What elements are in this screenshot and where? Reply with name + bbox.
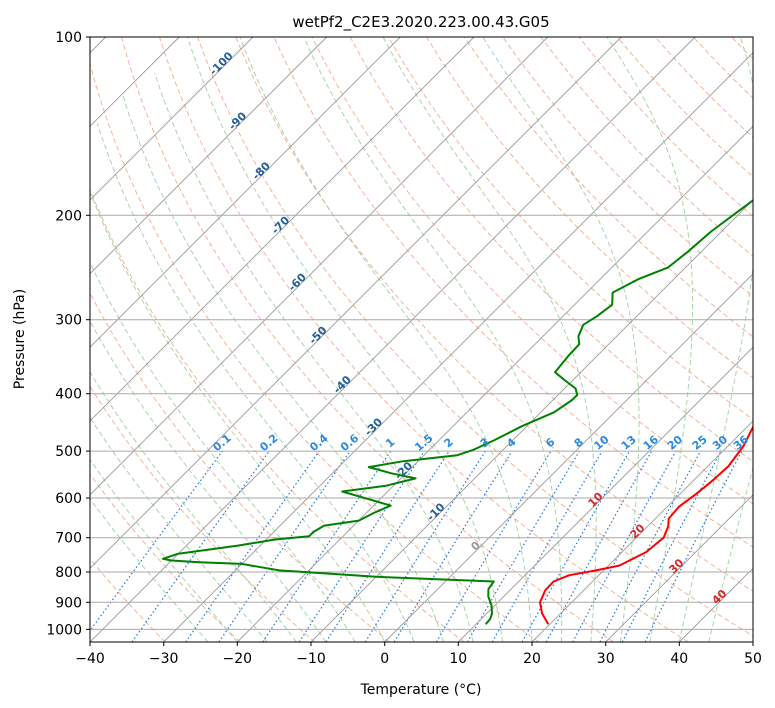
isotherm-line [90, 37, 549, 496]
moist-adiabat-line [482, 37, 640, 642]
x-tick-label: 40 [670, 651, 688, 667]
isobars [90, 37, 753, 630]
isotherm-line [605, 494, 753, 642]
mixing-ratio-line [572, 450, 677, 642]
x-axis-label: Temperature (°C) [360, 682, 482, 698]
y-tick-label: 1000 [46, 622, 82, 638]
mixing-ratio-line [90, 450, 223, 632]
moist-adiabat-line [382, 37, 597, 642]
y-tick-label: 400 [55, 387, 82, 403]
profiles [161, 199, 753, 625]
moist-adiabat-line [187, 37, 503, 642]
plot-frame [89, 36, 754, 643]
mixing-ratio-line [644, 450, 743, 642]
dry-adiabat-line [235, 37, 753, 592]
moist-adiabat-line [90, 190, 386, 642]
mixing-ratio-line [185, 450, 320, 642]
moist-adiabat-line [708, 465, 753, 642]
mixing-ratio-lines [90, 450, 743, 642]
dry-adiabat-line [90, 188, 465, 642]
moist-adiabat-line [239, 37, 533, 642]
moist-adiabat-line [90, 320, 327, 642]
dry-adiabat-line [90, 473, 241, 642]
isotherm-line [90, 37, 475, 422]
isotherm-line [90, 37, 696, 642]
mixing-ratio-line [393, 450, 513, 642]
x-tick-label: 10 [449, 651, 467, 667]
isotherm-line [531, 420, 753, 642]
x-tick-label: −20 [223, 651, 253, 667]
y-axis-label: Pressure (hPa) [12, 289, 28, 389]
temperature-profile-line [539, 424, 753, 625]
isotherm-line [90, 37, 401, 348]
dry-adiabat-line [349, 37, 753, 462]
dry-adiabat-line [90, 557, 166, 642]
y-tick-label: 900 [55, 595, 82, 611]
mixing-ratio-line [262, 450, 392, 642]
isotherms [90, 37, 753, 642]
dry-adiabat-line [464, 37, 753, 338]
dry-adiabat-line [90, 292, 390, 642]
moist-adiabat-line [90, 261, 356, 642]
isotherm-line [90, 37, 622, 569]
x-tick-label: −40 [75, 651, 105, 667]
dry-adiabat-line [120, 37, 614, 642]
dry-adiabat-line [159, 37, 689, 642]
x-tick-label: 50 [744, 651, 762, 667]
y-tick-label: 800 [55, 565, 82, 581]
mixing-ratio-line [218, 450, 351, 642]
isotherm-line [310, 199, 753, 642]
isotherm-line [90, 37, 328, 275]
x-tick-label: −10 [296, 651, 326, 667]
moist-adiabat-line [90, 416, 268, 642]
x-tick-label: −30 [149, 651, 179, 667]
y-tick-label: 600 [55, 491, 82, 507]
x-tick-label: 30 [597, 651, 615, 667]
mixing-ratio-line [521, 450, 631, 642]
moist-adiabat-line [303, 37, 563, 642]
y-tick-label: 300 [55, 313, 82, 329]
mixing-ratio-line [545, 450, 653, 642]
mixing-ratio-line [325, 450, 450, 642]
chart-title: wetPf2_C2E3.2020.223.00.43.G05 [292, 13, 549, 32]
mixing-ratio-line [131, 450, 270, 642]
x-axis-ticks: −40 −30 −20 −10 0 10 20 30 40 50 [75, 642, 762, 667]
isotherm-line [457, 346, 753, 642]
moist-adiabat-line [90, 497, 209, 642]
moist-adiabat-line [678, 37, 753, 642]
y-tick-label: 200 [55, 208, 82, 224]
moist-adiabat-line [90, 458, 238, 642]
dewpoint-profile-line [161, 199, 753, 625]
isotherm-line [236, 125, 753, 642]
moist-adiabat-line [606, 37, 694, 642]
moist-adiabat-line [122, 94, 445, 642]
y-axis-ticks: 100 200 300 400 500 600 700 800 900 1000 [46, 30, 90, 638]
dry-adiabat-line [90, 385, 316, 642]
moist-adiabats [90, 37, 753, 642]
mixing-ratio-line [298, 450, 425, 642]
dry-adiabat-line [90, 62, 540, 642]
y-tick-label: 700 [55, 531, 82, 547]
dry-adiabats [90, 37, 753, 642]
isotherm-line [90, 37, 254, 201]
isotherm-line [384, 273, 753, 642]
x-tick-label: 0 [380, 651, 389, 667]
dry-adiabat-line [273, 37, 753, 548]
y-tick-label: 500 [55, 444, 82, 460]
x-tick-label: 20 [523, 651, 541, 667]
y-tick-label: 100 [55, 30, 82, 46]
dry-adiabat-line [197, 37, 753, 637]
moist-adiabat-line [154, 72, 474, 642]
